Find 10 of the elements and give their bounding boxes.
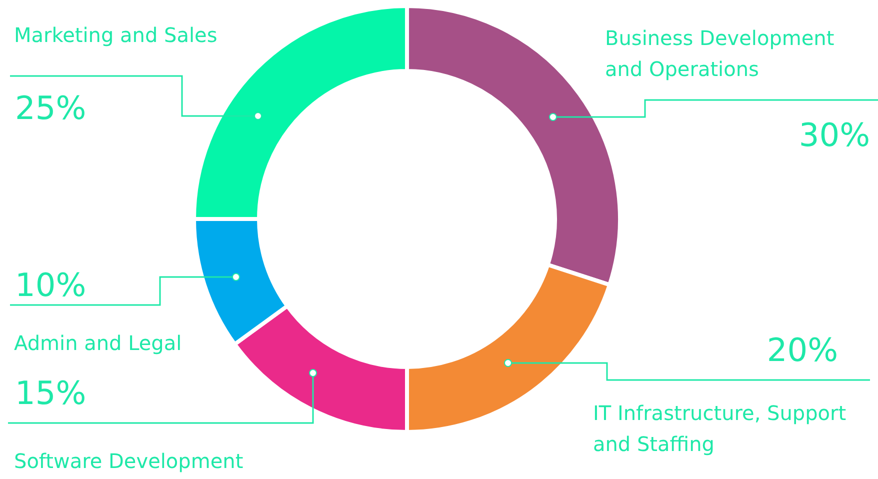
data-label: 10%	[15, 266, 86, 304]
slice-label: Admin and Legal	[14, 331, 182, 355]
data-label: 25%	[15, 89, 86, 127]
slice-label: Business Development and Operations	[605, 26, 834, 81]
data-label: 20%	[766, 331, 838, 369]
data-label: 30%	[798, 116, 870, 154]
data-label: 15%	[15, 374, 86, 412]
slice-label: Marketing and Sales	[14, 23, 218, 47]
slice-label: IT Infrastructure, Support and Staffing	[593, 401, 846, 456]
slice-label: Software Development	[14, 449, 244, 473]
